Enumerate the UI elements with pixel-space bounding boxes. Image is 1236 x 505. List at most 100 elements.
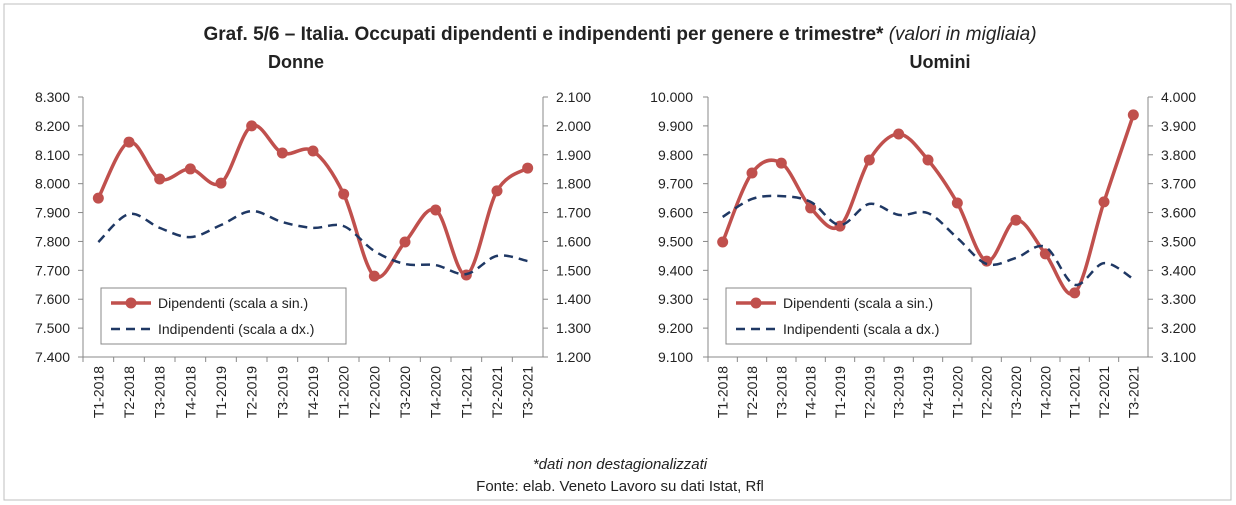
y-tick-left: 9.400 — [658, 262, 693, 278]
x-tick-label: T2-2020 — [979, 366, 995, 418]
data-point — [215, 177, 227, 189]
source-note: Fonte: elab. Veneto Lavoro su dati Istat… — [476, 478, 764, 495]
legend-box — [725, 287, 972, 345]
data-point — [1098, 196, 1110, 208]
figure-title: Graf. 5/6 – Italia. Occupati dipendenti … — [203, 24, 1036, 45]
y-tick-left: 7.600 — [35, 291, 70, 307]
y-tick-left: 7.400 — [35, 349, 70, 365]
y-tick-left: 9.600 — [658, 205, 693, 221]
y-tick-right: 2.000 — [556, 118, 591, 134]
y-tick-right: 3.400 — [1161, 262, 1196, 278]
y-tick-right: 3.600 — [1161, 205, 1196, 221]
x-tick-label: T4-2018 — [803, 366, 819, 418]
data-point — [276, 147, 288, 159]
y-tick-right: 1.900 — [556, 147, 591, 163]
chart-uomini: Uomini 9.100 3.100 9.200 3.200 9.300 3.300 9.40… — [650, 52, 1196, 418]
x-tick-label: T2-2020 — [366, 366, 382, 418]
x-tick-label: T3-2019 — [274, 366, 290, 418]
y-tick-right: 2.100 — [556, 89, 591, 105]
y-tick-right: 1.700 — [556, 205, 591, 221]
data-point — [368, 270, 380, 282]
y-tick-right: 1.800 — [556, 176, 591, 192]
data-point — [154, 173, 166, 185]
x-tick-label: T2-2021 — [489, 366, 505, 418]
data-point — [522, 162, 534, 174]
y-tick-right: 3.900 — [1161, 118, 1196, 134]
x-tick-label: T4-2018 — [182, 366, 198, 418]
legend-label-dipendenti: Dipendenti (scala a sin.) — [783, 295, 933, 311]
y-tick-left: 7.700 — [35, 262, 70, 278]
y-tick-left: 9.500 — [658, 233, 693, 249]
y-tick-left: 8.200 — [35, 118, 70, 134]
data-point — [863, 154, 875, 166]
y-tick-left: 7.500 — [35, 320, 70, 336]
data-point — [922, 154, 934, 166]
y-tick-right: 4.000 — [1161, 89, 1196, 105]
x-tick-label: T3-2020 — [1008, 366, 1024, 418]
y-tick-right: 3.700 — [1161, 176, 1196, 192]
y-tick-left: 9.700 — [658, 176, 693, 192]
data-point — [92, 192, 104, 204]
y-tick-right: 3.500 — [1161, 233, 1196, 249]
x-tick-label: T4-2020 — [428, 366, 444, 418]
x-tick-label: T1-2020 — [949, 366, 965, 418]
data-point — [746, 167, 758, 179]
x-tick-label: T1-2020 — [336, 366, 352, 418]
title-main: Graf. 5/6 – Italia. Occupati dipendenti … — [203, 24, 884, 45]
y-tick-left: 10.000 — [650, 89, 693, 105]
x-tick-label: T2-2018 — [744, 366, 760, 418]
x-tick-label: T3-2021 — [520, 366, 536, 418]
x-tick-label: T3-2020 — [397, 366, 413, 418]
data-point — [246, 120, 258, 132]
data-point — [805, 202, 817, 214]
x-tick-label: T1-2021 — [458, 366, 474, 418]
y-tick-left: 8.000 — [35, 176, 70, 192]
y-tick-left: 7.900 — [35, 205, 70, 221]
legend-label-indipendenti: Indipendenti (scala a dx.) — [783, 321, 939, 337]
title-note: (valori in migliaia) — [889, 24, 1037, 45]
chart-donne: Donne 7.400 1.200 7.500 1.300 7.600 1.400 7.700… — [35, 52, 591, 418]
y-tick-right: 3.800 — [1161, 147, 1196, 163]
data-point — [123, 136, 135, 148]
y-tick-right: 1.200 — [556, 349, 591, 365]
data-point — [1039, 248, 1051, 260]
legend: Dipendenti (scala a sin.) Indipendenti (s… — [725, 287, 972, 345]
y-tick-left: 9.900 — [658, 118, 693, 134]
legend: Dipendenti (scala a sin.) Indipendenti (s… — [100, 287, 347, 345]
legend-label-indipendenti: Indipendenti (scala a dx.) — [158, 321, 314, 337]
x-tick-label: T4-2019 — [920, 366, 936, 418]
x-tick-label: T2-2018 — [121, 366, 137, 418]
data-point — [775, 157, 787, 169]
y-tick-left: 8.300 — [35, 89, 70, 105]
y-tick-right: 3.100 — [1161, 349, 1196, 365]
x-tick-label: T1-2018 — [90, 366, 106, 418]
y-tick-left: 9.300 — [658, 291, 693, 307]
data-point — [491, 185, 503, 197]
data-point — [834, 220, 846, 232]
data-point — [1010, 214, 1022, 226]
y-tick-right: 3.300 — [1161, 291, 1196, 307]
data-point — [307, 145, 319, 157]
y-tick-left: 8.100 — [35, 147, 70, 163]
data-point — [717, 236, 729, 248]
y-tick-left: 9.800 — [658, 147, 693, 163]
x-tick-label: T3-2018 — [773, 366, 789, 418]
data-point — [893, 128, 905, 140]
legend-marker — [125, 297, 137, 309]
x-tick-label: T1-2019 — [832, 366, 848, 418]
y-tick-right: 1.300 — [556, 320, 591, 336]
x-tick-label: T3-2021 — [1125, 366, 1141, 418]
chart-title: Uomini — [910, 52, 971, 72]
x-tick-label: T2-2019 — [861, 366, 877, 418]
y-tick-right: 1.600 — [556, 233, 591, 249]
x-tick-label: T4-2019 — [305, 366, 321, 418]
series-line-indipendenti — [97, 209, 528, 276]
series-line-indipendenti — [721, 194, 1135, 287]
footnote: *dati non destagionalizzati — [533, 456, 708, 473]
data-point — [338, 188, 350, 200]
data-point — [1127, 109, 1139, 121]
data-point — [399, 236, 411, 248]
legend-box — [100, 287, 347, 345]
data-point — [184, 163, 196, 175]
